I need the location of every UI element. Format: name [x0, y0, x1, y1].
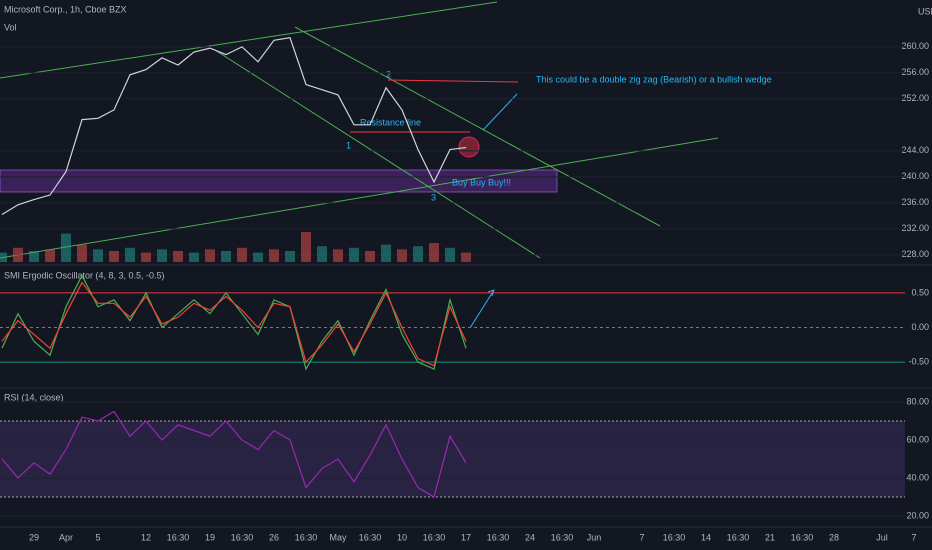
- annotation: Buy Buy Buy!!!: [452, 177, 511, 187]
- wave-label: 2: [386, 69, 391, 79]
- volume-bar: [301, 232, 311, 262]
- y-tick-label: 60.00: [906, 434, 929, 444]
- x-tick-label: May: [329, 532, 347, 542]
- y-tick-label: 0.50: [911, 287, 929, 297]
- y-tick-label: 252.00: [901, 93, 929, 103]
- x-tick-label: Apr: [59, 532, 73, 542]
- y-tick-label: 232.00: [901, 223, 929, 233]
- wave-label: 1: [346, 140, 351, 150]
- volume-bar: [61, 233, 71, 262]
- volume-bar: [189, 252, 199, 262]
- volume-bar: [461, 252, 471, 262]
- volume-bar: [381, 244, 391, 262]
- x-tick-label: 28: [829, 532, 839, 542]
- x-tick-label: 26: [269, 532, 279, 542]
- series-line: [1, 281, 467, 367]
- volume-bar: [413, 246, 423, 262]
- trend-line: [0, 1, 498, 79]
- volume-bar: [205, 249, 215, 262]
- trend-line: [0, 137, 719, 259]
- x-tick-label: 7: [911, 532, 916, 542]
- annotation: This could be a double zig zag (Bearish)…: [536, 74, 772, 84]
- volume-bar: [109, 250, 119, 262]
- x-tick-label: 16:30: [791, 532, 814, 542]
- pane-title: SMI Ergodic Oscillator (4, 8, 3, 0.5, -0…: [4, 270, 165, 280]
- series-line: [1, 37, 467, 216]
- annotation: Resistance line: [360, 117, 421, 127]
- x-tick-label: 16:30: [663, 532, 686, 542]
- volume-bar: [253, 252, 263, 262]
- pane-title: RSI (14, close): [4, 392, 64, 402]
- x-tick-label: 19: [205, 532, 215, 542]
- x-tick-label: 16:30: [487, 532, 510, 542]
- volume-bar: [13, 247, 23, 262]
- volume-bar: [333, 249, 343, 262]
- x-tick-label: 7: [639, 532, 644, 542]
- x-tick-label: 29: [29, 532, 39, 542]
- volume-bar: [285, 250, 295, 262]
- y-tick-label: 80.00: [906, 396, 929, 406]
- volume-bar: [157, 249, 167, 262]
- chart-title: Microsoft Corp., 1h, Cboe BZX: [4, 4, 127, 14]
- volume-bar: [221, 250, 231, 262]
- volume-bar: [237, 247, 247, 262]
- volume-label: Vol: [4, 22, 17, 32]
- x-tick-label: 21: [765, 532, 775, 542]
- y-tick-label: 40.00: [906, 472, 929, 482]
- x-tick-label: Jun: [587, 532, 602, 542]
- x-tick-label: 12: [141, 532, 151, 542]
- volume-bar: [445, 247, 455, 262]
- x-tick-label: 14: [701, 532, 711, 542]
- x-tick-label: 17: [461, 532, 471, 542]
- volume-bar: [173, 250, 183, 262]
- y-tick-label: 20.00: [906, 510, 929, 520]
- volume-bar: [365, 250, 375, 262]
- y-tick-label: 236.00: [901, 197, 929, 207]
- x-tick-label: 24: [525, 532, 535, 542]
- y-tick-label: 0.00: [911, 322, 929, 332]
- demand-zone: [0, 169, 558, 193]
- x-tick-label: 16:30: [551, 532, 574, 542]
- x-tick-label: 16:30: [167, 532, 190, 542]
- x-tick-label: 16:30: [423, 532, 446, 542]
- x-tick-label: 16:30: [231, 532, 254, 542]
- x-tick-label: 16:30: [727, 532, 750, 542]
- rsi-band: [0, 420, 905, 498]
- x-tick-label: 5: [95, 532, 100, 542]
- y-tick-label: -0.50: [908, 357, 929, 367]
- volume-bar: [45, 249, 55, 262]
- wave-label: 3: [431, 192, 436, 202]
- volume-bar: [0, 252, 7, 262]
- volume-bar: [29, 250, 39, 262]
- volume-bar: [397, 249, 407, 262]
- volume-bar: [349, 247, 359, 262]
- x-tick-label: Jul: [876, 532, 888, 542]
- series-line: [1, 410, 467, 498]
- y-tick-label: 228.00: [901, 249, 929, 259]
- trend-line: [214, 49, 541, 259]
- x-tick-label: 16:30: [359, 532, 382, 542]
- volume-bar: [125, 247, 135, 262]
- highlight-circle: [458, 136, 480, 158]
- volume-bar: [317, 246, 327, 262]
- volume-bar: [269, 249, 279, 262]
- resistance-top: [387, 79, 519, 83]
- y-tick-label: 244.00: [901, 145, 929, 155]
- y-tick-label: 260.00: [901, 41, 929, 51]
- y-tick-label: 256.00: [901, 67, 929, 77]
- volume-bar: [429, 243, 439, 262]
- arrow: [469, 93, 518, 329]
- y-tick-label: 240.00: [901, 171, 929, 181]
- x-tick-label: 16:30: [295, 532, 318, 542]
- volume-bar: [93, 249, 103, 262]
- x-tick-label: 10: [397, 532, 407, 542]
- currency: USD: [918, 6, 932, 16]
- volume-bar: [141, 252, 151, 262]
- volume-bar: [77, 244, 87, 262]
- trend-line: [294, 26, 661, 227]
